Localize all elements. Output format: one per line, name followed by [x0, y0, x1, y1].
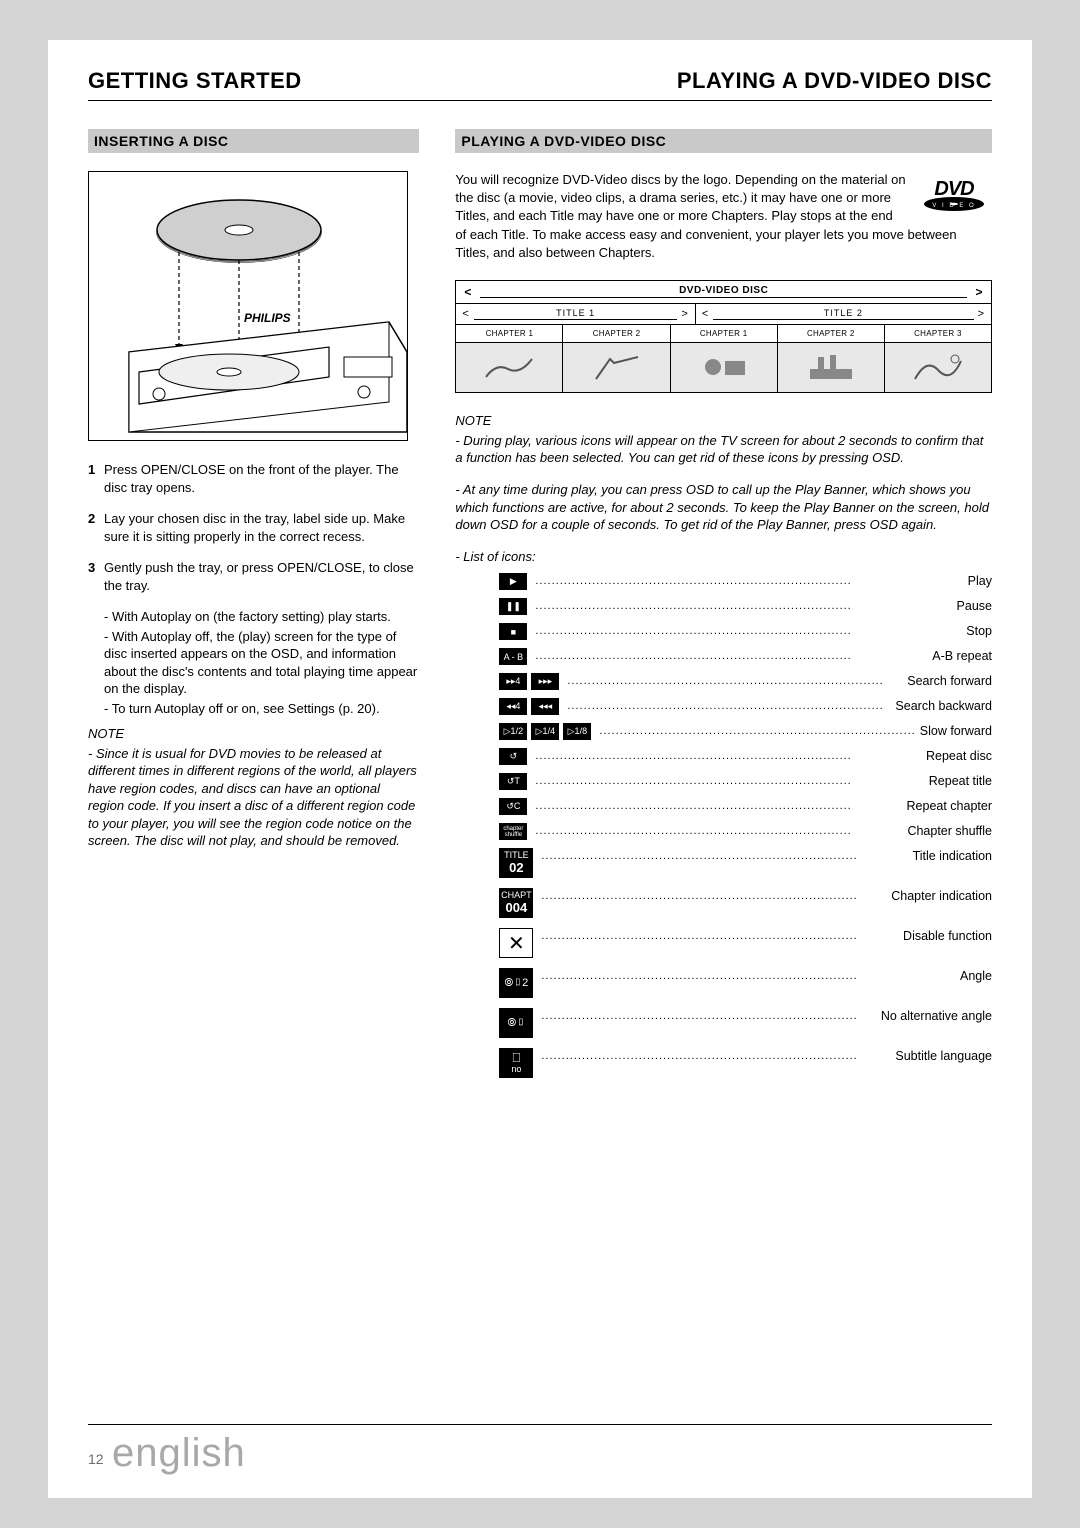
disable-function-icon: ✕ — [499, 928, 533, 958]
step-1: 1Press OPEN/CLOSE on the front of the pl… — [88, 461, 419, 496]
header-left: GETTING STARTED — [88, 68, 302, 94]
no-angle-icon: ⦾▯ — [499, 1008, 533, 1038]
search-fwd-4-icon: ▸▸4 — [499, 673, 527, 690]
title-indication-icon: TITLE02 — [499, 848, 533, 878]
chapter-indication-icon: CHAPT004 — [499, 888, 533, 918]
sub-bullets: - With Autoplay on (the factory setting)… — [104, 608, 419, 717]
slow-12-icon: ▷1/2 — [499, 723, 527, 740]
left-column: INSERTING A DISC — [88, 129, 419, 1088]
step-2: 2Lay your chosen disc in the tray, label… — [88, 510, 419, 545]
section-inserting: INSERTING A DISC — [88, 129, 419, 153]
disc-structure-diagram: < DVD-VIDEO DISC > < TITLE 1 > < TITLE 2… — [455, 280, 992, 393]
page-number: 12 — [88, 1451, 104, 1467]
note-label-left: NOTE — [88, 726, 419, 741]
top-header: GETTING STARTED PLAYING A DVD-VIDEO DISC — [88, 68, 992, 101]
thumb-icon — [671, 342, 778, 392]
two-columns: INSERTING A DISC — [88, 129, 992, 1088]
svg-text:PHILIPS: PHILIPS — [244, 311, 291, 325]
intro-paragraph: DVD V I D E O You will recognize DVD-Vid… — [455, 171, 992, 262]
dvd-logo: DVD V I D E O — [916, 171, 992, 224]
right-column: PLAYING A DVD-VIDEO DISC DVD V I D E O Y… — [455, 129, 992, 1088]
section-playing: PLAYING A DVD-VIDEO DISC — [455, 129, 992, 153]
chevron-left-icon: < — [464, 285, 472, 299]
slow-14-icon: ▷1/4 — [531, 723, 559, 740]
chevron-right-icon: > — [975, 285, 983, 299]
search-bwd-4-icon: ◂◂4 — [499, 698, 527, 715]
svg-text:DVD: DVD — [934, 178, 974, 200]
search-bwd-icon: ◂◂◂ — [531, 698, 559, 715]
repeat-disc-icon: ↺ — [499, 748, 527, 765]
language-label: english — [112, 1431, 246, 1475]
play-icon: ▶ — [499, 573, 527, 590]
thumb-icon — [563, 342, 670, 392]
header-right: PLAYING A DVD-VIDEO DISC — [677, 68, 992, 94]
angle-icon: ⦾▯2 — [499, 968, 533, 998]
note-body-left: - Since it is usual for DVD movies to be… — [88, 745, 419, 850]
step-3: 3Gently push the tray, or press OPEN/CLO… — [88, 559, 419, 594]
slow-18-icon: ▷1/8 — [563, 723, 591, 740]
thumb-icon — [456, 342, 563, 392]
footer: 12 english — [88, 1424, 992, 1474]
repeat-chapter-icon: ↺C — [499, 798, 527, 815]
ab-repeat-icon: A - B — [499, 648, 527, 665]
steps-list: 1Press OPEN/CLOSE on the front of the pl… — [88, 461, 419, 594]
search-fwd-icon: ▸▸▸ — [531, 673, 559, 690]
svg-text:V I D E O: V I D E O — [932, 203, 975, 209]
repeat-title-icon: ↺T — [499, 773, 527, 790]
disc-insert-illustration: PHILIPS — [88, 171, 408, 441]
thumb-icon — [778, 342, 885, 392]
chapter-shuffle-icon: chaptershuffle — [499, 823, 527, 840]
subtitle-lang-icon: ⎕no — [499, 1048, 533, 1078]
thumb-icon — [885, 342, 991, 392]
pause-icon: ❚❚ — [499, 598, 527, 615]
stop-icon: ■ — [499, 623, 527, 640]
icon-list: ▶Play ❚❚Pause ■Stop A - BA-B repeat ▸▸4▸… — [499, 573, 992, 1080]
page: GETTING STARTED PLAYING A DVD-VIDEO DISC… — [48, 40, 1032, 1498]
note-label-right: NOTE — [455, 413, 992, 428]
